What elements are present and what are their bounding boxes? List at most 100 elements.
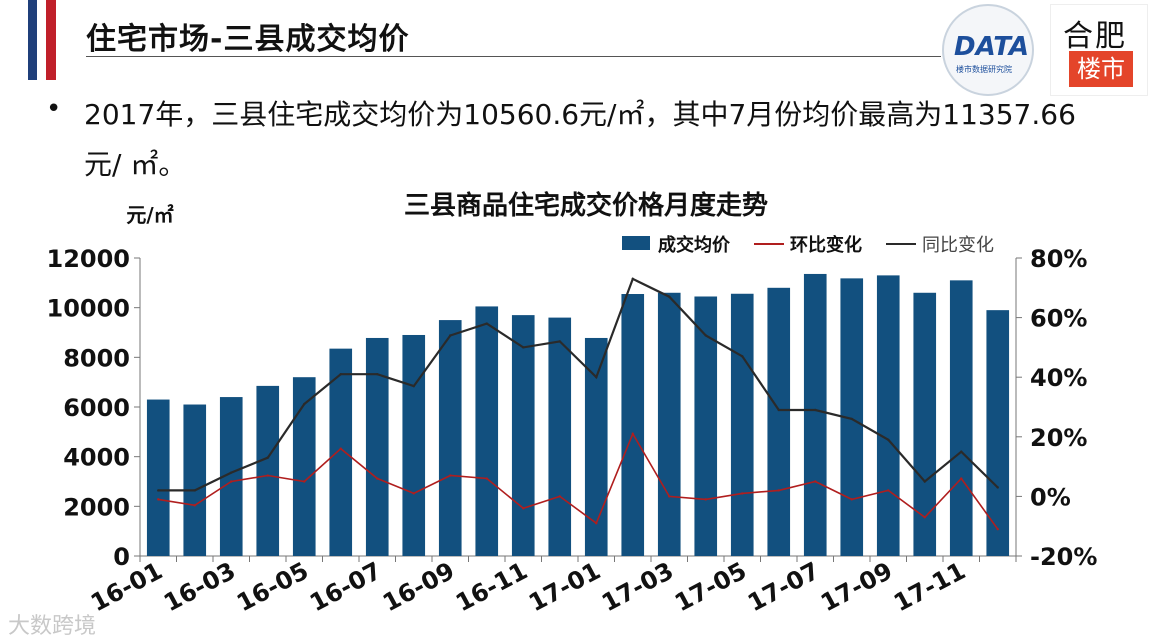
x-tick-label: 17-07 [743, 557, 824, 618]
line-point [485, 477, 488, 480]
line-point [631, 277, 634, 281]
right-y-tick-label: 0% [1030, 483, 1071, 511]
line-point [887, 489, 890, 492]
legend-label: 同比变化 [922, 235, 994, 256]
line-point [522, 507, 525, 510]
bar-17-03 [657, 292, 681, 556]
summary-bullet: 2017年，三县住宅成交均价为10560.6元/㎡，其中7月份均价最高为1135… [84, 98, 1076, 181]
bar-16-06 [329, 348, 353, 556]
x-tick-label: 16-07 [305, 557, 386, 618]
bar-17-02 [621, 294, 645, 556]
line-point [412, 492, 415, 495]
bar-17-10 [913, 292, 937, 556]
x-tick-label: 17-11 [889, 557, 970, 618]
bar-17-07 [803, 273, 827, 556]
line-point [558, 340, 561, 343]
decor-bar-blue [28, 0, 37, 80]
left-y-tick-label: 0 [113, 543, 130, 571]
bar-16-08 [402, 334, 426, 556]
bar-16-07 [365, 337, 389, 556]
line-point [266, 456, 269, 459]
x-tick-label: 16-05 [232, 557, 313, 618]
x-tick-label: 16-03 [159, 557, 240, 618]
right-y-tick-label: 80% [1030, 245, 1087, 273]
line-point [157, 498, 160, 501]
line-point [157, 489, 160, 492]
bar-16-09 [438, 320, 462, 556]
line-point [850, 498, 853, 501]
left-y-tick-label: 6000 [63, 394, 130, 422]
line-point [230, 480, 233, 483]
line-point [996, 527, 999, 531]
kdata-logo-text: DATA [954, 32, 1030, 62]
bar-16-02 [183, 404, 207, 556]
bullet-dot: • [46, 94, 62, 124]
x-tick-label: 17-03 [597, 557, 678, 618]
chart-legend: 成交均价 环比变化 同比变化 [622, 234, 994, 256]
hefei-loushi-logo: 合肥 楼市 [1050, 4, 1148, 96]
legend-label: 环比变化 [790, 234, 862, 256]
left-y-tick-label: 8000 [63, 344, 130, 372]
bar-16-10 [475, 306, 499, 556]
line-point [339, 373, 342, 376]
x-tick-label: 17-09 [816, 557, 897, 618]
y-axis-unit-label: 元/㎡ [126, 203, 173, 227]
line-point [558, 495, 561, 498]
bar-16-01 [146, 399, 170, 556]
bar-17-06 [767, 287, 791, 556]
line-point [485, 322, 488, 325]
bar-17-04 [694, 296, 718, 556]
line-point [193, 489, 196, 492]
bar-series-group [146, 273, 1010, 556]
title-divider [86, 56, 941, 57]
kdata-logo: DATA 楼市数据研究院 [942, 4, 1034, 96]
hefei-logo-top: 合肥 [1063, 19, 1127, 54]
line-point [887, 438, 890, 441]
line-point [449, 474, 452, 477]
legend-label: 成交均价 [658, 234, 731, 256]
bar-17-09 [876, 275, 900, 556]
slide-title: 住宅市场-三县成交均价 [86, 22, 410, 57]
line-series-mom [158, 431, 999, 530]
line-point [741, 355, 744, 358]
line-point [923, 480, 926, 483]
bar-17-12 [986, 310, 1010, 556]
right-y-tick-label: 60% [1030, 305, 1087, 333]
hefei-logo-bottom: 楼市 [1077, 55, 1125, 83]
line-point [339, 447, 342, 450]
bar-17-01 [584, 337, 608, 556]
left-y-tick-label: 10000 [47, 295, 131, 323]
left-y-tick-label: 12000 [47, 245, 131, 273]
decor-bar-red [46, 0, 56, 80]
watermark: 大数跨境 [8, 614, 97, 639]
line-point [960, 450, 963, 453]
line-point [303, 402, 306, 406]
line-point [303, 480, 306, 483]
line-point [814, 480, 817, 483]
right-y-tick-label: 20% [1030, 424, 1087, 452]
line-point [668, 295, 671, 298]
line-point [960, 477, 963, 480]
line-point [595, 376, 598, 379]
line-point [814, 408, 817, 412]
bar-16-05 [292, 377, 316, 556]
bar-16-04 [256, 385, 280, 556]
x-tick-label: 17-05 [670, 557, 751, 618]
line-point [266, 474, 269, 477]
x-tick-label: 16-09 [378, 557, 459, 618]
chart-title: 三县商品住宅成交价格月度走势 [404, 190, 768, 221]
bar-17-05 [730, 293, 754, 556]
bar-16-11 [511, 315, 535, 556]
right-y-tick-label: -20% [1030, 543, 1097, 571]
line-point [704, 498, 707, 501]
line-series-yoy [158, 277, 999, 492]
line-point [923, 516, 926, 519]
legend-swatch-bar [622, 236, 650, 250]
line-series-group [157, 277, 999, 531]
bar-16-03 [219, 397, 243, 556]
line-point [704, 334, 707, 337]
line-point [376, 373, 379, 376]
x-tick-label: 17-01 [524, 557, 605, 618]
line-point [376, 477, 379, 480]
